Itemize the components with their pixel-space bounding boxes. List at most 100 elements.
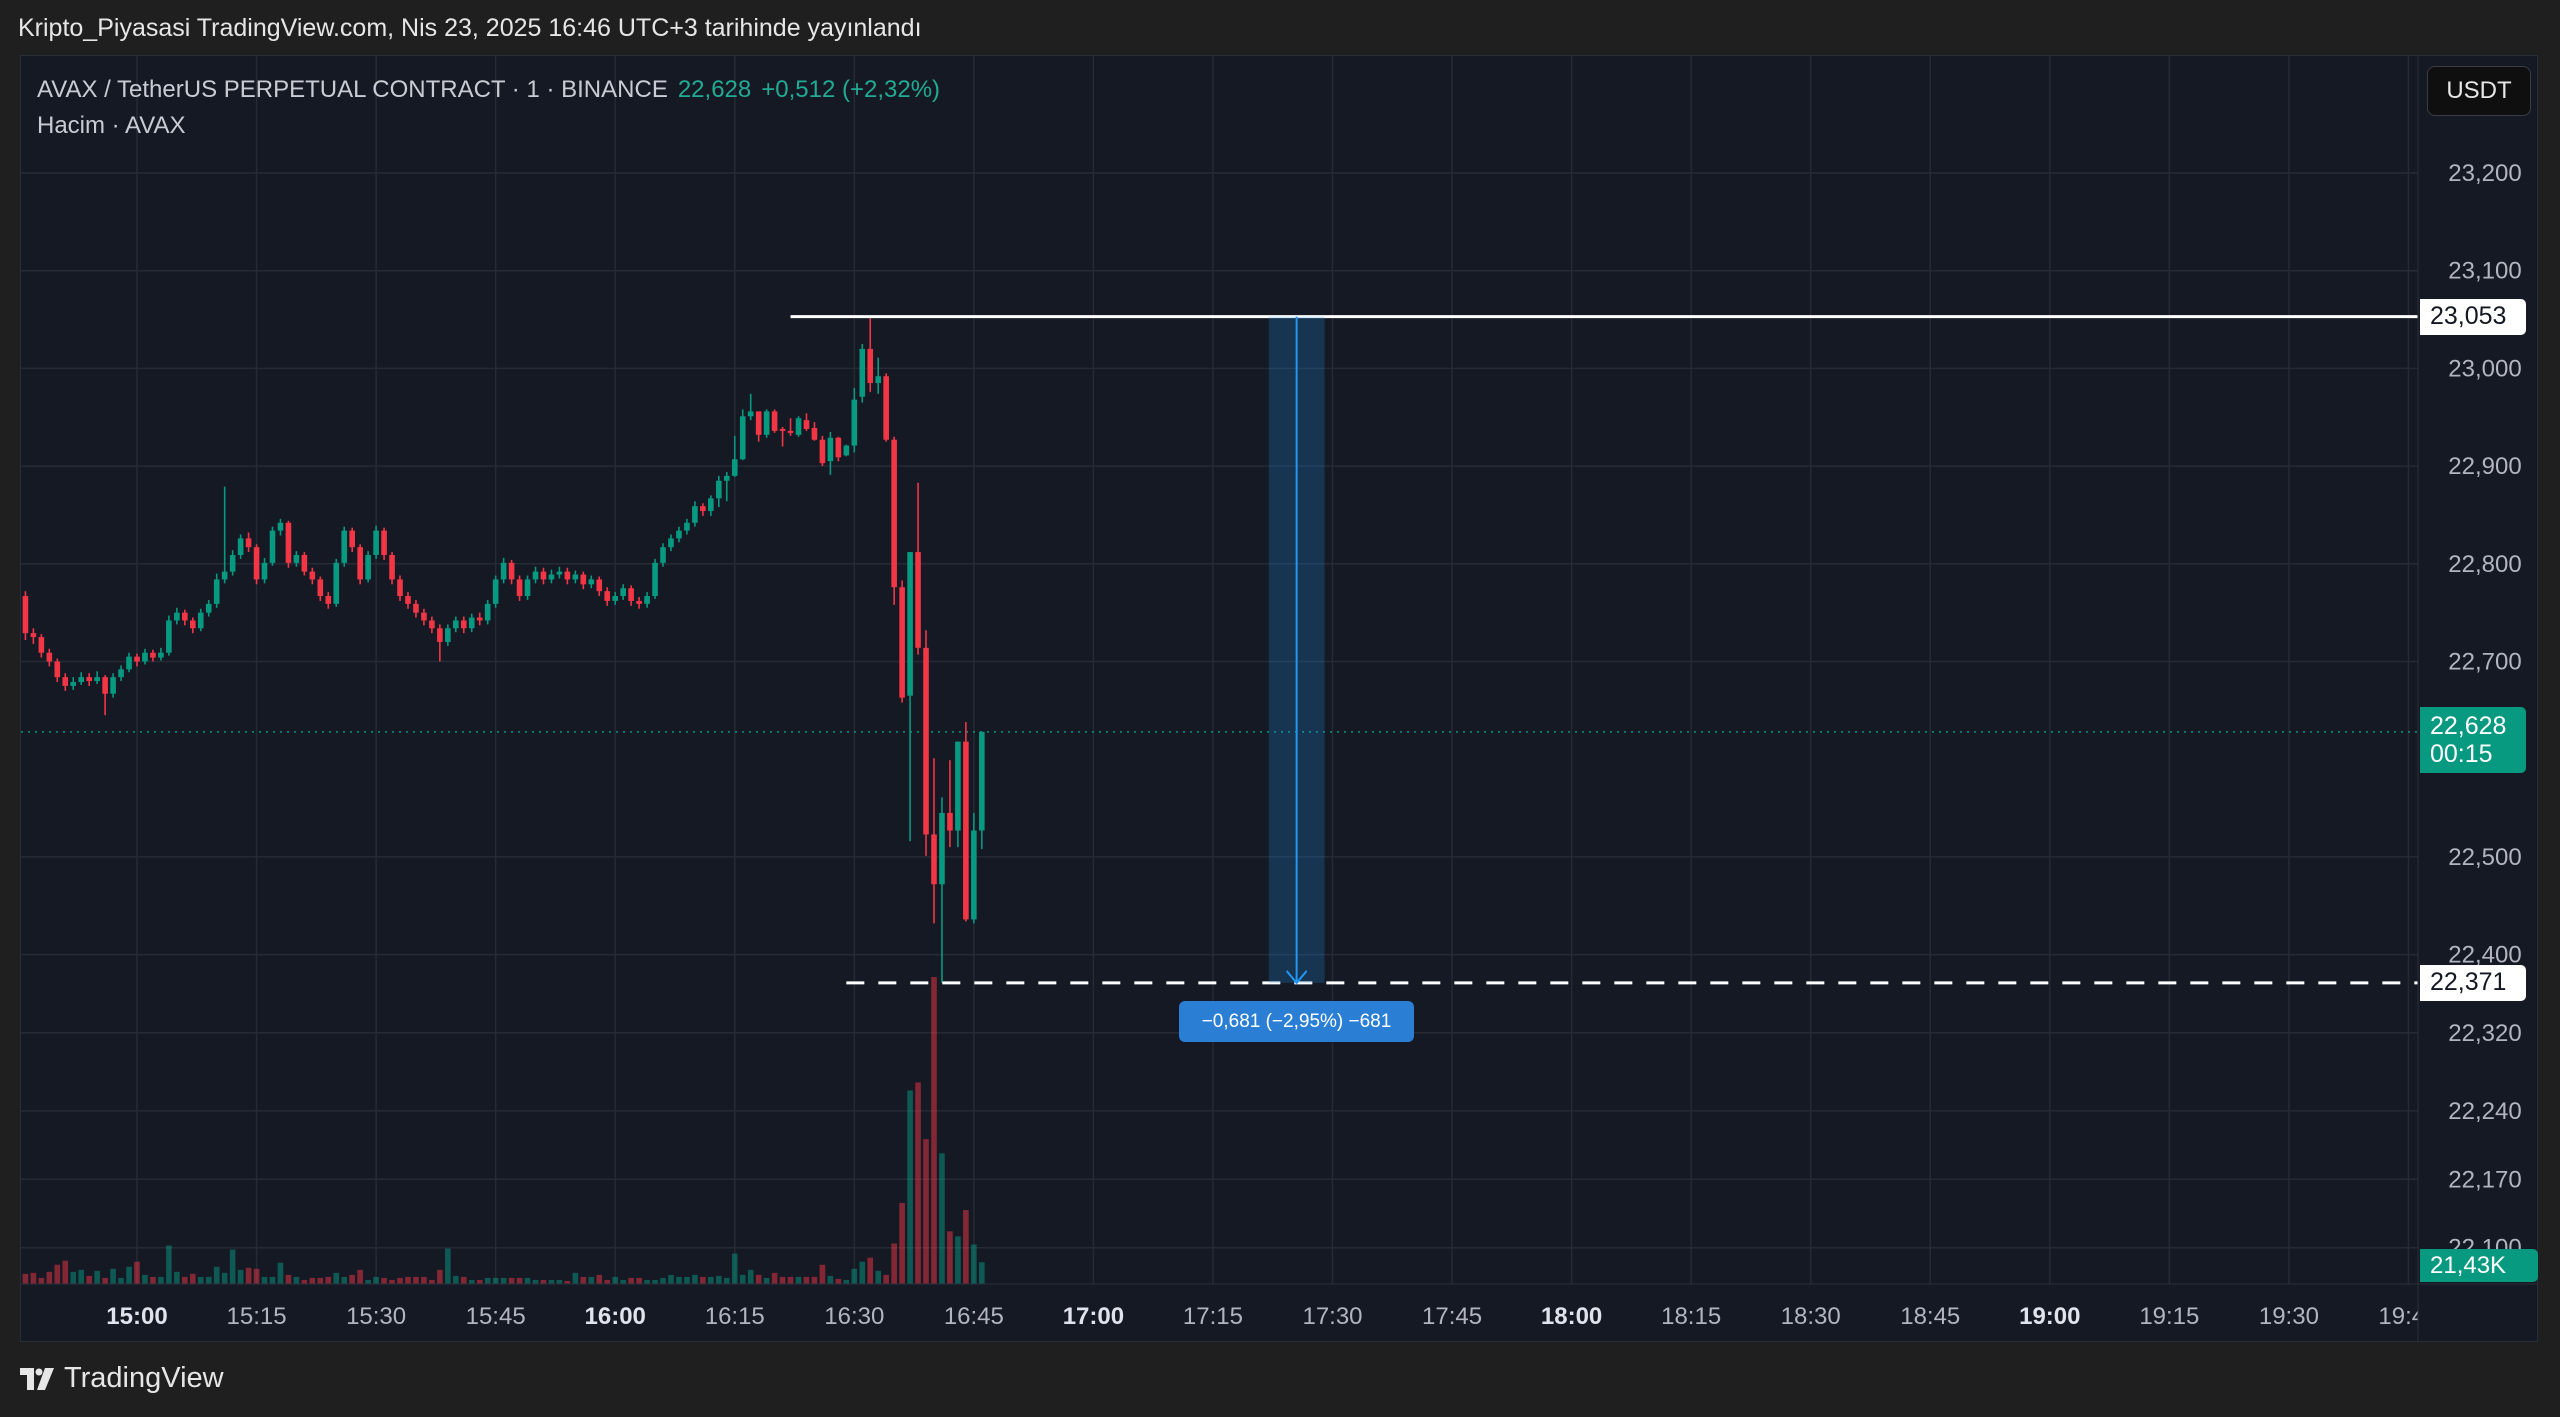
volume-bar <box>445 1248 451 1284</box>
volume-bar <box>556 1279 563 1284</box>
candle-body <box>333 562 340 604</box>
volume-bar <box>301 1279 308 1284</box>
candle-body <box>158 652 164 658</box>
time-tick-label: 15:30 <box>346 1303 406 1330</box>
high-line-price-tag: 23,053 <box>2420 298 2526 335</box>
candle-body <box>755 411 762 435</box>
volume-bar <box>636 1277 642 1284</box>
volume-bar <box>628 1277 634 1284</box>
time-tick-label: 16:30 <box>824 1303 884 1330</box>
volume-bar <box>189 1273 196 1284</box>
candle-body <box>660 547 666 563</box>
candle-body <box>684 522 690 531</box>
candle-body <box>955 741 961 831</box>
candle-body <box>516 579 523 597</box>
volume-bar <box>723 1277 730 1284</box>
symbol-row[interactable]: AVAX / TetherUS PERPETUAL CONTRACT · 1 ·… <box>37 72 940 108</box>
candle-body <box>46 652 53 662</box>
volume-bar <box>915 1082 921 1284</box>
candle-body <box>556 571 563 575</box>
volume-bar <box>620 1279 626 1284</box>
volume-bar <box>325 1276 332 1284</box>
candle-body <box>373 530 379 556</box>
volume-bar <box>771 1272 778 1284</box>
price-tick-label: 23,000 <box>2448 355 2521 382</box>
volume-bar <box>405 1276 411 1284</box>
volume-bar <box>277 1262 284 1284</box>
volume-bar <box>317 1277 324 1284</box>
volume-bar <box>150 1276 156 1284</box>
volume-bar <box>110 1268 116 1284</box>
candle-body <box>166 620 172 653</box>
volume-bar <box>883 1274 889 1284</box>
price-change: +0,512 (+2,32%) <box>761 76 941 103</box>
volume-bar <box>357 1269 363 1284</box>
volume-series <box>22 977 985 1284</box>
price-axis[interactable]: 23,200 23,100 23,000 22,900 22,800 22,700 22,5… <box>2448 160 2521 1262</box>
current-price-tag: 22,628 00:15 <box>2420 706 2526 773</box>
candle-body <box>413 603 419 613</box>
low-line-price-tag: 22,371 <box>2420 964 2526 1001</box>
time-tick-label: 19:45 <box>2378 1303 2438 1330</box>
volume-bar <box>468 1279 475 1284</box>
candle-body <box>644 596 650 604</box>
time-axis[interactable]: 15:00 15:15 15:30 15:45 16:00 16:15 16:30 16:45… <box>106 1303 2438 1330</box>
tradingview-logo-icon <box>20 1367 54 1390</box>
candle-body <box>62 677 69 686</box>
tradingview-branding[interactable]: TradingView <box>20 1362 224 1395</box>
volume-bar <box>540 1279 547 1284</box>
volume-bar <box>779 1276 786 1284</box>
grid <box>21 56 2418 1284</box>
candle-body <box>261 562 268 580</box>
volume-bar <box>166 1245 172 1284</box>
candle-body <box>923 647 929 835</box>
drawings[interactable] <box>790 315 2418 985</box>
candle-body <box>134 656 140 662</box>
volume-bar <box>373 1276 379 1284</box>
volume-indicator-label[interactable]: Hacim · AVAX <box>37 112 186 139</box>
volume-bar <box>516 1277 523 1284</box>
current-price-value: 22,628 <box>2430 711 2507 740</box>
candle-body <box>365 555 371 580</box>
candle-body <box>293 555 300 563</box>
volume-bar <box>572 1272 579 1284</box>
candle-body <box>827 437 834 462</box>
candle-body <box>277 522 284 531</box>
candle-body <box>763 411 770 435</box>
currency-button[interactable]: USDT <box>2427 66 2531 116</box>
measure-result-label[interactable]: −0,681 (−2,95%) −681 <box>1179 1001 1414 1042</box>
volume-bar <box>421 1276 427 1284</box>
volume-bar <box>811 1276 818 1284</box>
candle-body <box>110 677 116 694</box>
candle-body <box>819 439 826 464</box>
time-tick-label: 18:30 <box>1781 1303 1841 1330</box>
volume-bar <box>437 1269 443 1284</box>
chart-panel[interactable] <box>20 55 2538 1342</box>
volume-bar <box>827 1275 834 1284</box>
candle-body <box>875 376 882 384</box>
volume-bar <box>755 1274 762 1284</box>
volume-bar <box>947 1231 953 1284</box>
candle-body <box>229 555 236 572</box>
candle-body <box>564 571 571 580</box>
time-tick-label: 17:15 <box>1183 1303 1243 1330</box>
time-tick-label: 16:45 <box>944 1303 1004 1330</box>
candle-body <box>341 530 348 563</box>
price-tick-label: 22,240 <box>2448 1098 2521 1125</box>
candle-body <box>676 530 682 539</box>
candle-body <box>540 571 547 580</box>
volume-bar <box>931 977 937 1284</box>
volume-bar <box>78 1269 85 1284</box>
volume-bar <box>835 1278 842 1284</box>
candle-body <box>301 555 308 572</box>
volume-bar <box>843 1279 850 1284</box>
candle-body <box>237 538 244 556</box>
candle-body <box>142 652 148 662</box>
price-tick-label: 22,900 <box>2448 453 2521 480</box>
price-tick-label: 22,500 <box>2448 844 2521 871</box>
candle-body <box>979 731 985 831</box>
candle-body <box>405 596 411 604</box>
volume-bar <box>532 1279 539 1284</box>
volume-bar <box>524 1277 531 1284</box>
